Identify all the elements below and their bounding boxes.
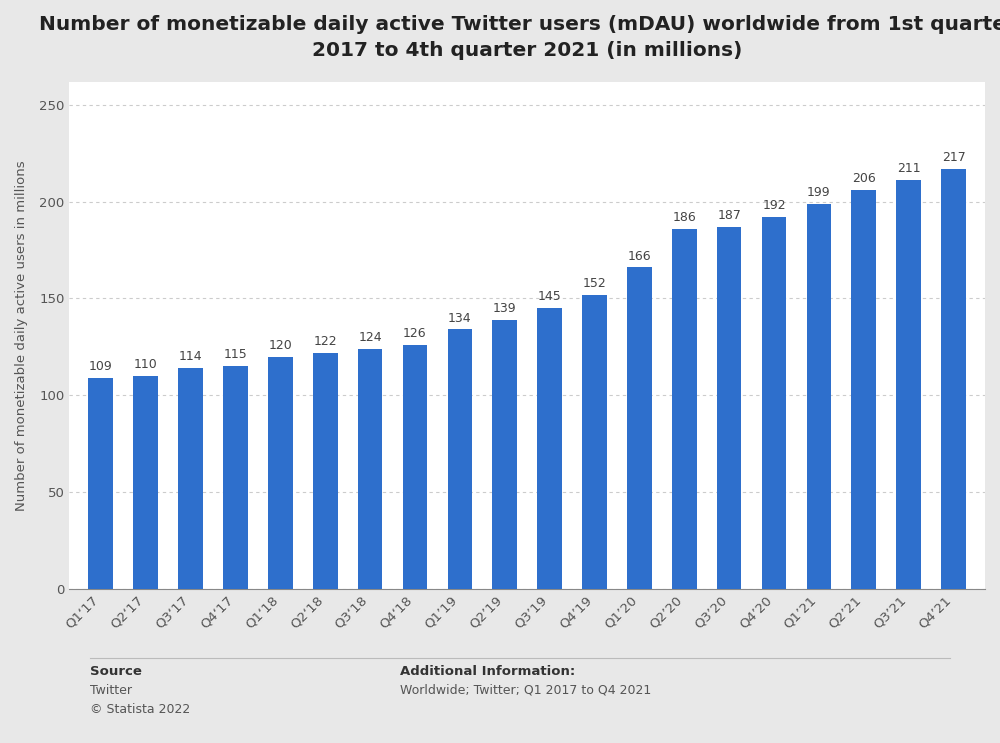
Bar — [941, 169, 966, 589]
Text: Source: Source — [90, 665, 142, 678]
Bar — [223, 366, 248, 589]
Text: 110: 110 — [134, 358, 158, 371]
Text: 126: 126 — [403, 327, 427, 340]
Text: 124: 124 — [358, 331, 382, 344]
Bar — [492, 319, 517, 589]
Text: 206: 206 — [852, 172, 876, 185]
Title: Number of monetizable daily active Twitter users (mDAU) worldwide from 1st quart: Number of monetizable daily active Twitt… — [39, 15, 1000, 60]
Text: 211: 211 — [897, 163, 921, 175]
Text: 115: 115 — [224, 348, 247, 361]
Text: 134: 134 — [448, 311, 472, 325]
Bar — [762, 217, 786, 589]
Text: 192: 192 — [762, 199, 786, 212]
Bar — [313, 353, 338, 589]
Bar — [178, 368, 203, 589]
Text: 199: 199 — [807, 186, 831, 198]
Text: Additional Information:: Additional Information: — [400, 665, 575, 678]
Text: Worldwide; Twitter; Q1 2017 to Q4 2021: Worldwide; Twitter; Q1 2017 to Q4 2021 — [400, 684, 651, 696]
Bar — [896, 181, 921, 589]
Bar — [851, 190, 876, 589]
Text: 152: 152 — [583, 276, 606, 290]
Bar — [133, 376, 158, 589]
Bar — [627, 267, 652, 589]
Text: 217: 217 — [942, 151, 965, 163]
Bar — [88, 377, 113, 589]
Text: 145: 145 — [538, 291, 561, 303]
Text: 166: 166 — [628, 250, 651, 262]
Bar — [672, 229, 697, 589]
Y-axis label: Number of monetizable daily active users in millions: Number of monetizable daily active users… — [15, 160, 28, 510]
Text: 186: 186 — [672, 211, 696, 224]
Bar — [717, 227, 741, 589]
Text: 120: 120 — [268, 339, 292, 351]
Text: 122: 122 — [313, 335, 337, 348]
Bar — [403, 345, 427, 589]
Text: 109: 109 — [89, 360, 113, 373]
Bar — [268, 357, 293, 589]
Bar — [807, 204, 831, 589]
Bar — [582, 294, 607, 589]
Text: 139: 139 — [493, 302, 517, 315]
Text: Twitter
© Statista 2022: Twitter © Statista 2022 — [90, 684, 190, 716]
Text: 114: 114 — [179, 350, 202, 363]
Text: 187: 187 — [717, 209, 741, 222]
Bar — [358, 348, 382, 589]
Bar — [537, 308, 562, 589]
Bar — [448, 329, 472, 589]
